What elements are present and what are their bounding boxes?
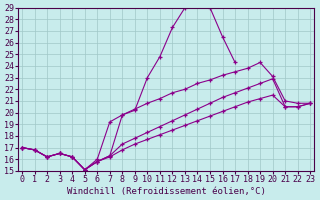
X-axis label: Windchill (Refroidissement éolien,°C): Windchill (Refroidissement éolien,°C) xyxy=(67,187,266,196)
